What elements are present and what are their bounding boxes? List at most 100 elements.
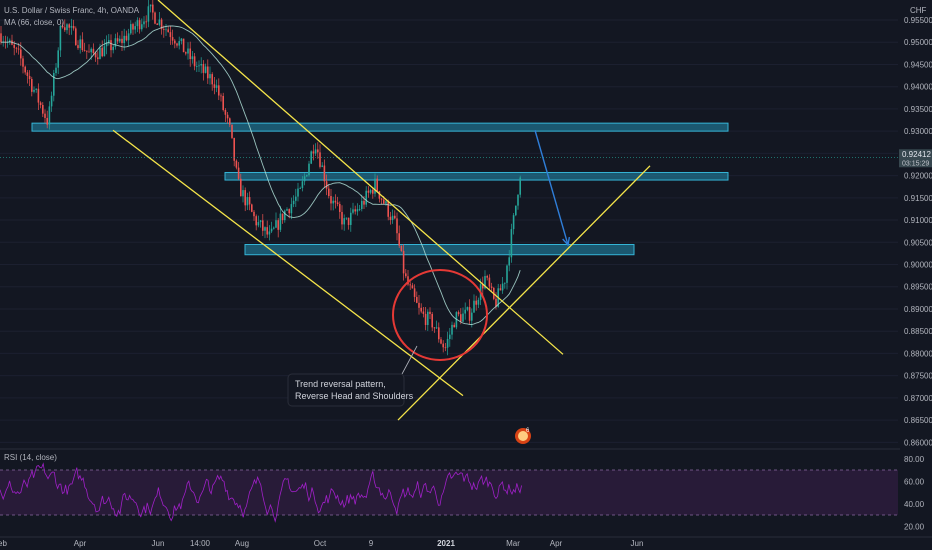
- candle-body: [37, 88, 40, 103]
- emoji-icon: 6: [526, 428, 530, 434]
- candle-body: [394, 215, 396, 219]
- candle-body: [499, 288, 502, 291]
- candle-body: [416, 296, 418, 303]
- candle-body: [323, 165, 326, 182]
- candle-body: [460, 314, 462, 322]
- candle-body: [149, 4, 152, 7]
- candle-body: [334, 200, 337, 203]
- candle-body: [446, 338, 449, 348]
- candle-body: [108, 40, 110, 43]
- candle-body: [396, 218, 398, 234]
- rsi-legend: RSI (14, close): [4, 453, 57, 462]
- candle-body: [358, 209, 361, 210]
- annotation-callout[interactable]: Trend reversal pattern, Reverse Head and…: [287, 345, 418, 407]
- rsi-axis: 80.00 60.00 40.00 20.00: [904, 455, 925, 532]
- trendlines[interactable]: [112, 0, 651, 421]
- candle-body: [182, 38, 185, 53]
- candle-body: [220, 95, 222, 97]
- candle-body: [59, 25, 62, 51]
- candle-body: [22, 58, 24, 67]
- horizontal-zones[interactable]: [31, 122, 729, 256]
- trendline: [397, 165, 651, 421]
- candle-body: [336, 202, 339, 205]
- candle-body: [152, 4, 154, 13]
- time-axis[interactable]: Feb Apr Jun 14:00 Aug Oct 9 2021 Mar Apr Jun: [0, 536, 932, 548]
- candle-body: [136, 20, 139, 27]
- candle-body: [453, 324, 455, 328]
- price-tick-label: 0.94500: [904, 60, 932, 69]
- candle-body: [385, 201, 387, 204]
- rsi-line: [0, 462, 522, 523]
- candle-body: [279, 213, 282, 230]
- candle-body: [35, 88, 37, 90]
- head-shoulders-circle[interactable]: [392, 269, 488, 361]
- candle-body: [275, 220, 277, 228]
- candle-body: [231, 124, 233, 138]
- projection-arrow[interactable]: [534, 130, 571, 247]
- candle-body: [299, 187, 301, 189]
- price-tick-label: 0.95000: [904, 38, 932, 47]
- candle-body: [506, 265, 508, 283]
- candle-body: [374, 178, 376, 194]
- candle-body: [257, 222, 260, 226]
- candle-body: [57, 50, 59, 68]
- rsi-tick-label: 40.00: [904, 500, 925, 509]
- time-tick-label: Aug: [235, 539, 249, 548]
- candle-body: [235, 160, 238, 168]
- candle-body: [244, 190, 246, 206]
- trendline: [157, 0, 564, 355]
- candle-body: [473, 300, 475, 313]
- candle-body: [288, 209, 290, 214]
- candle-body: [154, 12, 156, 24]
- candle-body: [277, 220, 279, 230]
- candle-body: [103, 46, 106, 57]
- candle-body: [433, 327, 436, 329]
- emoji-marker[interactable]: 6: [515, 428, 531, 444]
- candle-body: [284, 210, 286, 221]
- candle-body: [405, 273, 407, 277]
- candle-body: [125, 35, 128, 41]
- candle-body: [339, 204, 341, 212]
- time-tick-label: 14:00: [190, 539, 211, 548]
- candle-body: [174, 40, 176, 44]
- candle-body: [0, 33, 2, 43]
- price-tick-label: 0.92000: [904, 172, 932, 181]
- candle-body: [352, 209, 354, 213]
- candle-body: [264, 227, 266, 231]
- candle-body: [110, 40, 112, 51]
- candle-body: [387, 201, 389, 217]
- candle-body: [380, 198, 383, 200]
- candle-body: [226, 114, 229, 119]
- candle-body: [367, 190, 370, 193]
- candle-body: [127, 33, 130, 41]
- candle-body: [418, 302, 420, 308]
- candle-body: [48, 106, 51, 125]
- price-tick-label: 0.95500: [904, 16, 932, 25]
- candle-body: [88, 51, 90, 53]
- time-tick-label: 2021: [437, 539, 455, 548]
- candle-body: [455, 312, 458, 328]
- candle-body: [114, 38, 117, 47]
- candle-body: [237, 167, 240, 179]
- candle-body: [259, 220, 262, 223]
- candle-body: [204, 66, 207, 73]
- candle-body: [325, 181, 328, 189]
- candle-body: [398, 233, 400, 246]
- candle-body: [356, 209, 359, 212]
- price-tick-label: 0.87000: [904, 394, 932, 403]
- candle-body: [165, 29, 167, 31]
- candle-body: [321, 165, 323, 167]
- price-tick-label: 0.91500: [904, 194, 932, 203]
- candle-body: [255, 216, 257, 226]
- candle-body: [286, 209, 288, 211]
- candle-body: [191, 56, 194, 60]
- candle-body: [53, 73, 55, 96]
- moving-average: [0, 25, 521, 325]
- candle-body: [297, 188, 299, 197]
- candle-body: [112, 46, 114, 51]
- candle-body: [504, 282, 506, 284]
- candle-body: [147, 6, 150, 22]
- arrow-head: [562, 236, 571, 247]
